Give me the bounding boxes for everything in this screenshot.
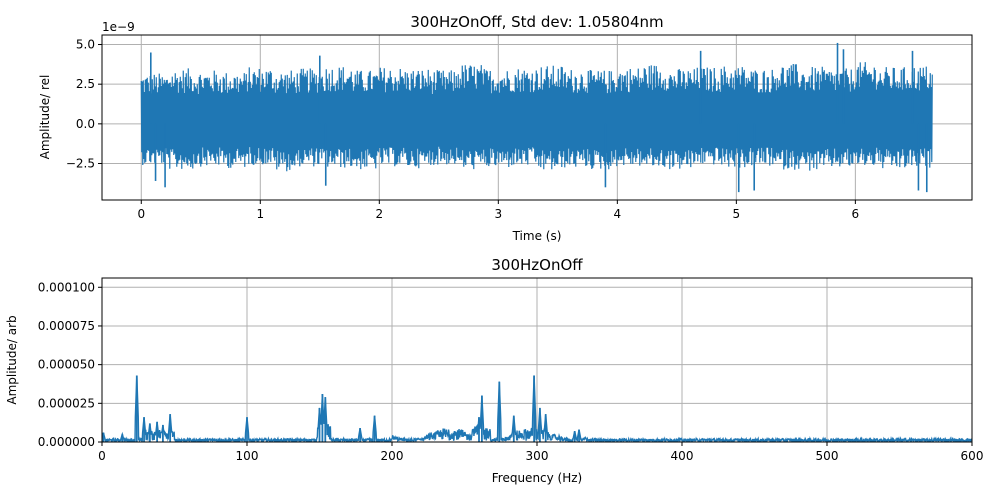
time-signal-y-ticks: −2.5 0.0 2.5 5.0 bbox=[66, 38, 102, 171]
spectrum-y-label: Amplitude/ arb bbox=[5, 315, 19, 404]
spectrum-x-tick-label: 500 bbox=[816, 449, 839, 463]
spectrum-axes: 0 100 200 300 400 500 600 0.0000000.0000250.00… bbox=[5, 256, 983, 485]
time-signal-x-tick-label: 0 bbox=[137, 207, 145, 221]
time-signal-y-tick-label: 5.0 bbox=[76, 38, 95, 52]
time-signal-line bbox=[140, 62, 933, 172]
time-signal-x-tick-label: 6 bbox=[852, 207, 860, 221]
time-signal-frame bbox=[101, 34, 973, 201]
spectrum-x-tick-label: 200 bbox=[381, 449, 404, 463]
spectrum-plot bbox=[102, 375, 972, 442]
spectrum-x-tick-label: 0 bbox=[98, 449, 106, 463]
time-signal-x-tick-label: 5 bbox=[733, 207, 741, 221]
time-signal-axes: 0 1 2 3 4 5 6 −2.5 0.0 2.5 5.0 300HzOnOff, Std de… bbox=[38, 13, 973, 243]
time-signal-x-tick-label: 3 bbox=[494, 207, 502, 221]
time-signal-x-tick-label: 1 bbox=[256, 207, 264, 221]
time-signal-y-tick-label: 2.5 bbox=[76, 77, 95, 91]
spectrum-y-tick-label: 0.000025 bbox=[38, 396, 95, 410]
time-signal-y-tick-label: −2.5 bbox=[66, 157, 95, 171]
spectrum-x-tick-label: 400 bbox=[671, 449, 694, 463]
spectrum-y-tick-label: 0.000075 bbox=[38, 319, 95, 333]
time-signal-x-tick-label: 2 bbox=[375, 207, 383, 221]
spectrum-x-tick-label: 600 bbox=[961, 449, 984, 463]
spectrum-x-tick-label: 300 bbox=[526, 449, 549, 463]
spectrum-x-label: Frequency (Hz) bbox=[492, 471, 583, 485]
spectrum-y-tick-label: 0.000000 bbox=[38, 435, 95, 449]
time-signal-x-ticks: 0 1 2 3 4 5 6 bbox=[137, 200, 859, 221]
spectrum-x-tick-label: 100 bbox=[236, 449, 259, 463]
time-signal-y-tick-label: 0.0 bbox=[76, 117, 95, 131]
spectrum-y-tick-label: 0.000050 bbox=[38, 358, 95, 372]
time-signal-y-offset-label: 1e−9 bbox=[102, 20, 135, 34]
spectrum-title: 300HzOnOff bbox=[491, 256, 583, 274]
spectrum-y-tick-label: 0.000100 bbox=[38, 280, 95, 294]
spectrum-y-ticks: 0.000000 0.000025 0.000050 0.000075 0.000100 bbox=[38, 280, 102, 449]
spectrum-x-ticks: 0 100 200 300 400 500 600 bbox=[98, 442, 983, 463]
time-signal-y-label: Amplitude/ rel bbox=[38, 75, 52, 160]
time-signal-title: 300HzOnOff, Std dev: 1.05804nm bbox=[410, 13, 663, 31]
time-signal-x-label: Time (s) bbox=[512, 229, 562, 243]
time-signal-plot bbox=[140, 42, 933, 193]
time-signal-x-tick-label: 4 bbox=[614, 207, 622, 221]
